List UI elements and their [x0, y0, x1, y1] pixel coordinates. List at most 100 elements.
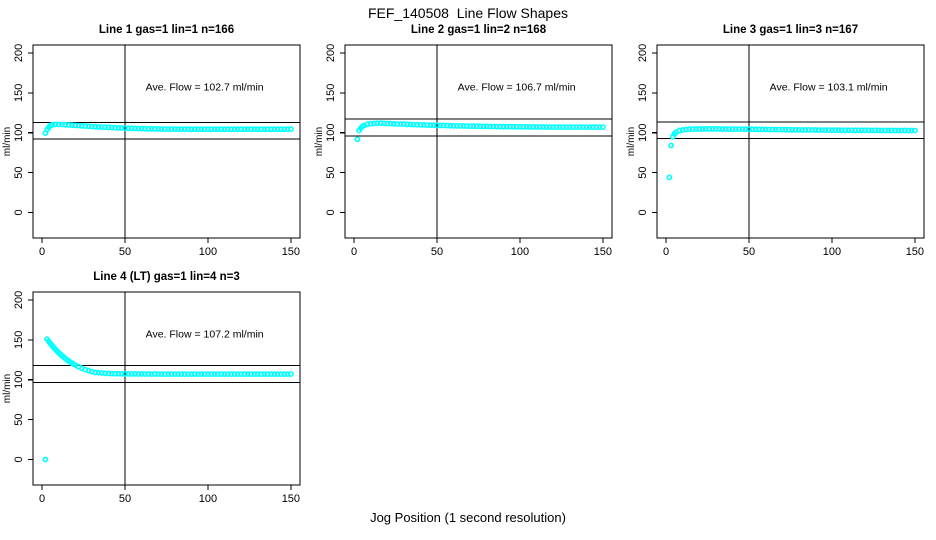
data-point [799, 127, 805, 133]
data-point [391, 120, 397, 127]
data-point [205, 126, 211, 133]
data-point [424, 122, 430, 128]
y-tick-label: 200 [637, 44, 649, 62]
data-point [228, 126, 235, 133]
data-point [908, 127, 915, 134]
data-point [151, 371, 158, 377]
data-point [112, 370, 118, 377]
data-point [105, 124, 112, 131]
data-point [536, 124, 543, 130]
data-point [497, 123, 503, 130]
data-point [218, 371, 225, 377]
plot-box [344, 44, 613, 239]
data-point [211, 371, 218, 377]
data-point [168, 126, 175, 132]
data-point [500, 123, 507, 130]
data-point [397, 121, 404, 127]
data-point [517, 123, 523, 130]
data-point [540, 124, 547, 130]
data-point [105, 370, 112, 377]
ave-flow-annotation: Ave. Flow = 106.7 ml/min [458, 81, 576, 93]
y-tick-label: 50 [637, 166, 649, 178]
data-point [271, 126, 278, 133]
data-point [132, 125, 138, 132]
data-point [470, 123, 477, 130]
data-point [277, 126, 284, 133]
panel-title: Line 2 gas=1 lin=2 n=168 [411, 24, 547, 36]
data-point [234, 126, 241, 133]
x-tick-label: 0 [39, 246, 45, 258]
y-tick-label: 50 [13, 166, 25, 178]
data-point [882, 127, 888, 134]
data-point [762, 126, 769, 133]
data-point [872, 127, 878, 134]
data-point [838, 127, 845, 134]
data-point [128, 125, 135, 132]
x-axis-label: Jog Position (1 second resolution) [370, 510, 566, 525]
x-tick-label: 0 [663, 246, 669, 258]
data-point [736, 126, 742, 132]
data-point [165, 126, 172, 132]
data-point [679, 127, 686, 133]
data-point [175, 126, 181, 133]
data-point [829, 127, 835, 134]
data-point [563, 124, 570, 130]
data-point [683, 126, 689, 133]
data-point [367, 120, 374, 127]
data-point [281, 371, 288, 377]
data-point [490, 123, 497, 130]
data-point [722, 126, 729, 132]
data-point [487, 123, 493, 130]
data-points [666, 126, 918, 181]
data-point [815, 127, 822, 133]
data-point [789, 126, 796, 133]
data-point [178, 371, 185, 377]
data-points [354, 120, 606, 143]
data-point [543, 124, 550, 130]
panel-title: Line 3 gas=1 lin=3 n=167 [723, 24, 858, 36]
data-point [842, 127, 849, 134]
data-point [384, 120, 391, 127]
data-point [145, 125, 152, 132]
data-point [835, 127, 842, 134]
y-tick-label: 0 [325, 209, 337, 215]
data-point [95, 369, 102, 376]
data-point [696, 126, 703, 132]
data-point [198, 371, 205, 377]
data-point [364, 121, 371, 128]
panel-line-2: Line 2 gas=1 lin=2 n=168 0 50 100 150 0 50 100 1… [312, 20, 624, 265]
data-point [138, 371, 145, 377]
data-point [125, 371, 132, 377]
x-tick-label: 50 [119, 493, 131, 505]
y-tick-label: 150 [13, 331, 25, 349]
y-axis-label: ml/min [2, 127, 13, 156]
data-point [467, 123, 474, 130]
data-point [108, 370, 115, 377]
data-point [507, 123, 513, 130]
data-point [248, 371, 254, 377]
data-point [224, 371, 231, 377]
data-point [234, 371, 241, 377]
data-point [503, 123, 510, 130]
data-point [377, 120, 384, 127]
data-points [42, 121, 294, 136]
data-point [703, 126, 709, 132]
data-point [85, 123, 92, 130]
data-point [224, 126, 231, 133]
data-point [742, 126, 749, 133]
ave-flow-annotation: Ave. Flow = 102.7 ml/min [146, 81, 264, 93]
data-point [878, 127, 885, 134]
data-point [759, 126, 766, 133]
data-point [898, 127, 905, 134]
data-point [782, 126, 789, 133]
data-point [713, 126, 719, 132]
y-axis-label: ml/min [2, 374, 13, 403]
y-axis-label: ml/min [314, 127, 325, 156]
x-tick-label: 50 [743, 246, 755, 258]
data-point [430, 122, 437, 129]
figure-title: FEF_140508 Line Flow Shapes [367, 5, 568, 21]
data-point [135, 125, 142, 132]
data-point [191, 126, 198, 133]
data-point [523, 124, 530, 130]
data-point [92, 369, 99, 376]
